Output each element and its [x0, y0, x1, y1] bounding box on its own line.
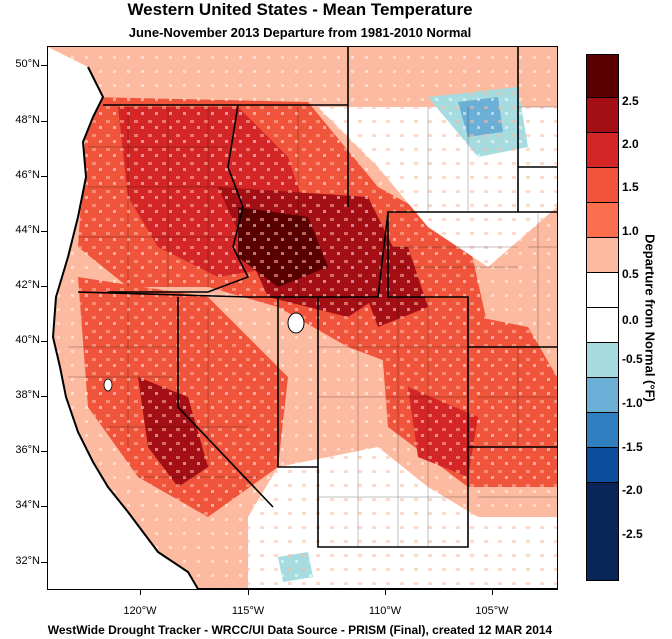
lat-tick	[41, 65, 47, 66]
lon-label-105w: 105°W	[475, 605, 509, 617]
legend-title: Departure from Normal (°F)	[642, 234, 658, 402]
lon-tick	[248, 590, 249, 595]
map-subtitle: June-November 2013 Departure from 1981-2…	[128, 25, 472, 40]
lon-label-115w: 115°W	[231, 605, 265, 617]
legend-swatch	[587, 482, 618, 580]
temperature-departure-map	[47, 46, 558, 590]
legend-swatch	[587, 272, 618, 307]
legend-swatch	[587, 342, 618, 377]
legend-swatch	[587, 132, 618, 167]
lat-label-46n: 46°N	[15, 169, 40, 181]
legend-label: 1.0	[622, 224, 639, 238]
legend-swatch	[587, 202, 618, 237]
lat-tick	[41, 231, 47, 232]
lon-label-120w: 120°W	[123, 605, 157, 617]
map-svg	[48, 47, 557, 589]
lat-label-48n: 48°N	[15, 114, 40, 126]
legend-label: -2.5	[622, 527, 643, 541]
legend-swatch	[587, 307, 618, 342]
lat-tick	[41, 341, 47, 342]
lat-tick	[41, 562, 47, 563]
legend-swatch	[587, 55, 618, 97]
legend-swatch	[587, 412, 618, 447]
legend-swatch	[587, 167, 618, 202]
great-salt-lake	[287, 312, 305, 334]
anomaly-fill	[48, 47, 557, 589]
legend-label: -2.0	[622, 483, 643, 497]
legend-label: -1.5	[622, 440, 643, 454]
lat-label-36n: 36°N	[15, 444, 40, 456]
legend-label: 2.5	[622, 94, 639, 108]
legend-swatch	[587, 447, 618, 482]
lat-tick	[41, 121, 47, 122]
lon-label-110w: 110°W	[368, 605, 402, 617]
color-legend	[586, 54, 619, 581]
lat-label-40n: 40°N	[15, 334, 40, 346]
lat-label-50n: 50°N	[15, 58, 40, 70]
map-title: Western United States - Mean Temperature	[127, 0, 473, 19]
coastline	[51, 66, 557, 589]
lat-label-42n: 42°N	[15, 279, 40, 291]
legend-swatch	[587, 237, 618, 272]
legend-label: 0.5	[622, 267, 639, 281]
lat-label-32n: 32°N	[15, 555, 40, 567]
legend-label: -0.5	[622, 352, 643, 366]
footer-credit: WestWide Drought Tracker - WRCC/UI Data …	[47, 623, 553, 637]
legend-label: -1.0	[622, 396, 643, 410]
lat-label-34n: 34°N	[15, 499, 40, 511]
legend-label: 1.5	[622, 180, 639, 194]
state-boundaries	[77, 47, 557, 548]
lat-tick	[41, 286, 47, 287]
lat-tick	[41, 451, 47, 452]
lake	[103, 378, 113, 392]
lat-label-44n: 44°N	[15, 224, 40, 236]
county-boundaries	[68, 106, 557, 547]
lon-tick	[140, 590, 141, 595]
lat-tick	[41, 396, 47, 397]
lat-label-38n: 38°N	[15, 389, 40, 401]
lat-tick	[41, 506, 47, 507]
lon-tick	[385, 590, 386, 595]
lon-tick	[492, 590, 493, 595]
legend-label: 2.0	[622, 137, 639, 151]
legend-swatch	[587, 97, 618, 132]
legend-label: 0.0	[622, 313, 639, 327]
lat-tick	[41, 176, 47, 177]
legend-swatch	[587, 377, 618, 412]
